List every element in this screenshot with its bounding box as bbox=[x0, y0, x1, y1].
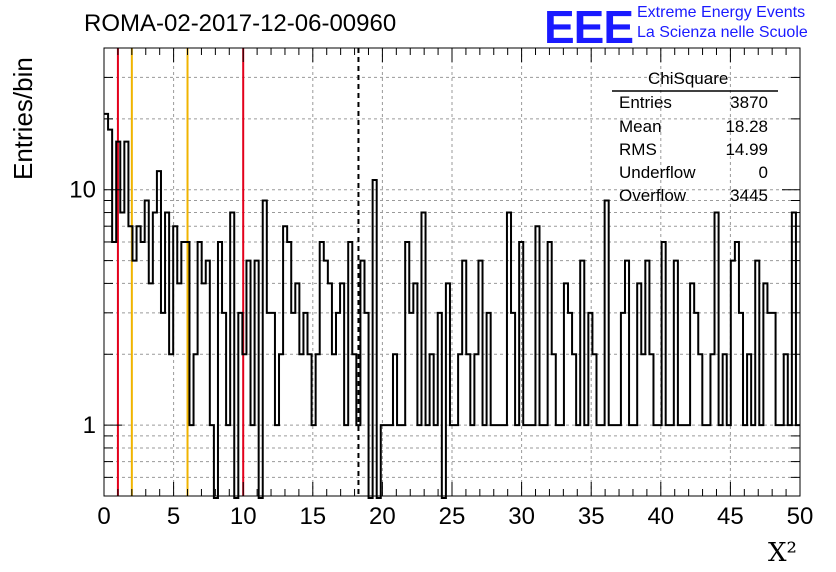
x-tick-label: 30 bbox=[508, 503, 535, 530]
logo-line-1: Extreme Energy Events bbox=[637, 4, 806, 21]
x-axis-label: X² bbox=[768, 538, 797, 568]
stat-overflow-label: Overflow bbox=[619, 186, 687, 205]
x-tick-label: 0 bbox=[97, 503, 110, 530]
stat-entries-value: 3870 bbox=[730, 93, 768, 112]
stat-rms-label: RMS bbox=[619, 140, 657, 159]
x-tick-label: 20 bbox=[369, 503, 396, 530]
y-tick-label: 10 bbox=[69, 177, 96, 204]
stat-overflow-value: 3445 bbox=[730, 186, 768, 205]
x-tick-label: 10 bbox=[230, 503, 257, 530]
x-tick-label: 5 bbox=[167, 503, 180, 530]
stat-rms-value: 14.99 bbox=[725, 140, 768, 159]
stats-box-title: ChiSquare bbox=[648, 69, 729, 88]
x-tick-label: 40 bbox=[647, 503, 674, 530]
stat-mean-label: Mean bbox=[619, 117, 662, 136]
x-tick-label: 45 bbox=[717, 503, 744, 530]
y-axis-label: Entries/bin bbox=[8, 57, 38, 180]
stat-mean-value: 18.28 bbox=[725, 117, 768, 136]
x-tick-label: 35 bbox=[578, 503, 605, 530]
plot-title: ROMA-02-2017-12-06-00960 bbox=[84, 10, 397, 37]
stat-entries-label: Entries bbox=[619, 93, 672, 112]
stat-underflow-value: 0 bbox=[758, 163, 768, 182]
x-tick-label: 50 bbox=[787, 503, 814, 530]
histogram-line bbox=[104, 112, 800, 499]
x-tick-label: 15 bbox=[299, 503, 326, 530]
x-tick-label: 25 bbox=[439, 503, 466, 530]
y-tick-label: 1 bbox=[83, 412, 96, 439]
eee-logo: EEE bbox=[544, 1, 634, 53]
stat-underflow-label: Underflow bbox=[619, 163, 696, 182]
logo-line-2: La Scienza nelle Scuole bbox=[637, 24, 808, 41]
